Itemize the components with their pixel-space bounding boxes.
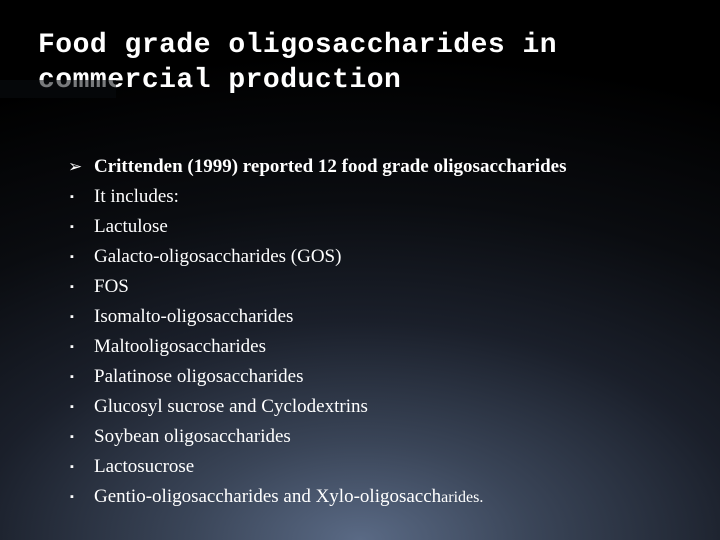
list-item-text: Palatinose oligosaccharides: [94, 364, 303, 390]
square-bullet-icon: ▪: [68, 484, 94, 510]
list-item: ▪ Isomalto-oligosaccharides: [68, 304, 688, 330]
slide: Food grade oligosaccharides in commercia…: [0, 0, 720, 540]
list-item-text: It includes:: [94, 184, 179, 210]
square-bullet-icon: ▪: [68, 394, 94, 420]
list-item: ▪Lactosucrose: [68, 454, 688, 480]
list-item: ▪Soybean oligosaccharides: [68, 424, 688, 450]
list-item-text: Galacto-oligosaccharides (GOS): [94, 244, 341, 270]
list-item-text: Crittenden (1999) reported 12 food grade…: [94, 154, 566, 180]
list-item-text: Gentio-oligosaccharides and Xylo-oligosa…: [94, 484, 483, 510]
list-item-text: Lactosucrose: [94, 454, 194, 480]
slide-title: Food grade oligosaccharides in commercia…: [32, 28, 688, 98]
title-line-2: commercial production: [38, 63, 688, 98]
title-accent-bar: [0, 80, 116, 98]
square-bullet-icon: ▪: [68, 244, 94, 270]
list-item: ▪Maltooligosaccharides: [68, 334, 688, 360]
square-bullet-icon: ▪: [68, 184, 94, 210]
square-bullet-icon: ▪: [68, 274, 94, 300]
list-item-text: Soybean oligosaccharides: [94, 424, 291, 450]
list-item-text: Isomalto-oligosaccharides: [94, 304, 293, 330]
square-bullet-icon: ▪: [68, 304, 94, 330]
list-item: ▪Lactulose: [68, 214, 688, 240]
list-item: ▪FOS: [68, 274, 688, 300]
list-item-text: FOS: [94, 274, 129, 300]
list-item-text: Lactulose: [94, 214, 168, 240]
list-item: ▪Glucosyl sucrose and Cyclodextrins: [68, 394, 688, 420]
square-bullet-icon: ▪: [68, 454, 94, 480]
list-item-text: Glucosyl sucrose and Cyclodextrins: [94, 394, 368, 420]
square-bullet-icon: ▪: [68, 334, 94, 360]
bullet-list: ➢Crittenden (1999) reported 12 food grad…: [32, 154, 688, 510]
list-item: ➢Crittenden (1999) reported 12 food grad…: [68, 154, 688, 180]
arrow-bullet-icon: ➢: [68, 154, 94, 180]
list-item: ▪Gentio-oligosaccharides and Xylo-oligos…: [68, 484, 688, 510]
square-bullet-icon: ▪: [68, 364, 94, 390]
list-item: ▪Palatinose oligosaccharides: [68, 364, 688, 390]
list-item-text: Maltooligosaccharides: [94, 334, 266, 360]
square-bullet-icon: ▪: [68, 214, 94, 240]
title-line-1: Food grade oligosaccharides in: [38, 28, 688, 63]
list-item: ▪ Galacto-oligosaccharides (GOS): [68, 244, 688, 270]
list-item: ▪It includes:: [68, 184, 688, 210]
square-bullet-icon: ▪: [68, 424, 94, 450]
